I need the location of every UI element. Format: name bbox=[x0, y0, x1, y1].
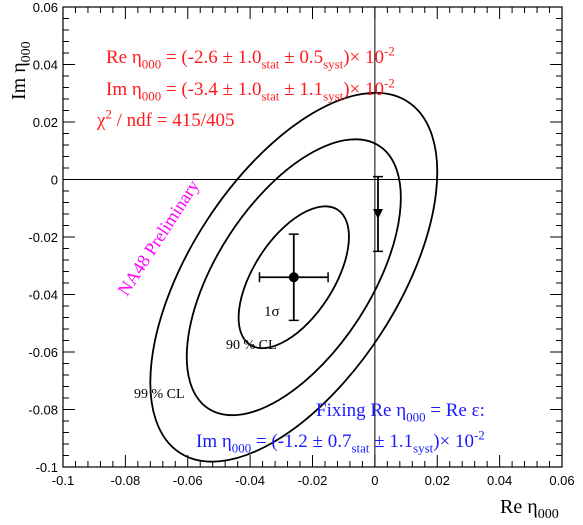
x-tick-label: 0.06 bbox=[549, 473, 574, 488]
fixing-re-label: Fixing Re η000 = Re ε: bbox=[316, 400, 485, 425]
chi2-ndf: χ2 / ndf = 415/405 bbox=[96, 106, 235, 131]
y-tick-label: -0.02 bbox=[28, 230, 58, 245]
central-value-point bbox=[288, 272, 299, 283]
y-axis-label: Im η000 bbox=[8, 41, 34, 100]
x-tick-label: 0.02 bbox=[425, 473, 450, 488]
x-tick-label: -0.06 bbox=[173, 473, 203, 488]
fixed-value-triangle bbox=[372, 209, 383, 219]
x-tick-label: -0.02 bbox=[298, 473, 328, 488]
y-tick-label: -0.04 bbox=[28, 288, 58, 303]
axis-ticks: -0.1 -0.08 -0.06 -0.04 -0.02 0 0.02 0.04 0.06 -0.… bbox=[28, 0, 574, 488]
contours bbox=[149, 91, 439, 463]
y-tick-label: -0.08 bbox=[28, 403, 58, 418]
x-tick-label: -0.08 bbox=[111, 473, 141, 488]
y-tick-label: -0.06 bbox=[28, 345, 58, 360]
x-tick-label: 0 bbox=[371, 473, 378, 488]
points bbox=[258, 175, 383, 322]
x-tick-label: 0.04 bbox=[487, 473, 512, 488]
result-im-eta: Im η000 = (-3.4 ± 1.0stat ± 1.1syst)× 10… bbox=[106, 75, 395, 103]
y-tick-label: 0.02 bbox=[33, 115, 58, 130]
contour-ellipse-3 bbox=[149, 91, 439, 463]
contour-ellipse-1 bbox=[237, 205, 350, 350]
zero-lines bbox=[63, 7, 562, 467]
preliminary-label: NA48 Preliminary bbox=[114, 176, 203, 299]
contour-label-2: 90 % CL bbox=[226, 338, 277, 353]
contour-label-1: 1σ bbox=[264, 304, 280, 320]
x-tick-label: -0.04 bbox=[235, 473, 265, 488]
x-axis-label: Re η000 bbox=[500, 496, 559, 522]
y-tick-label: 0 bbox=[51, 173, 58, 188]
y-tick-label: 0.06 bbox=[33, 0, 58, 15]
contour-ellipse-2 bbox=[185, 138, 402, 417]
fixing-im-result: Im η000 = (-1.2 ± 0.7stat ± 1.1syst)× 10… bbox=[196, 427, 485, 455]
y-tick-label: -0.1 bbox=[36, 460, 58, 475]
y-tick-label: 0.04 bbox=[33, 58, 58, 73]
contour-label-3: 99 % CL bbox=[134, 387, 185, 402]
result-re-eta: Re η000 = (-2.6 ± 1.0stat ± 0.5syst)× 10… bbox=[106, 43, 395, 71]
x-tick-label: -0.1 bbox=[52, 473, 74, 488]
labels: Re η000 = (-2.6 ± 1.0stat ± 0.5syst)× 10… bbox=[8, 41, 559, 522]
